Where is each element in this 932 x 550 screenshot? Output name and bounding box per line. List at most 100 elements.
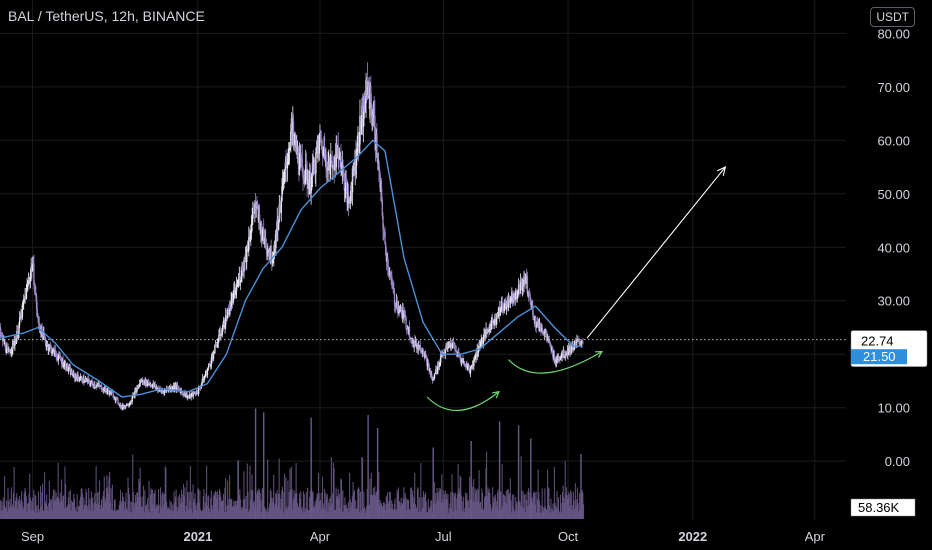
volume-bar bbox=[204, 508, 206, 519]
candle-body bbox=[361, 105, 364, 128]
volume-bar bbox=[505, 490, 507, 519]
volume-bar bbox=[207, 496, 209, 519]
volume-bar bbox=[542, 510, 545, 519]
candle-body bbox=[539, 323, 541, 329]
volume-bar bbox=[340, 479, 343, 519]
candle-body bbox=[258, 214, 261, 222]
volume-bar bbox=[199, 509, 202, 519]
currency-selector[interactable]: USDT bbox=[870, 7, 915, 27]
volume-bar bbox=[42, 483, 44, 519]
volume-bar bbox=[245, 495, 247, 519]
volume-bar bbox=[225, 478, 227, 519]
candle-body bbox=[235, 285, 238, 292]
candle-body bbox=[471, 365, 473, 367]
volume-bar bbox=[37, 491, 40, 519]
candle-body bbox=[251, 219, 253, 224]
volume-bar bbox=[235, 505, 238, 519]
volume-bar bbox=[86, 505, 88, 519]
volume-bar bbox=[559, 512, 561, 519]
volume-bar bbox=[134, 495, 136, 519]
volume-bar bbox=[345, 506, 347, 519]
volume-bar bbox=[166, 501, 168, 519]
candle-body bbox=[576, 340, 579, 342]
volume-bar bbox=[311, 493, 313, 519]
volume-bar bbox=[62, 495, 64, 519]
volume-bar bbox=[268, 507, 270, 519]
volume-bar bbox=[559, 494, 562, 519]
volume-bar bbox=[296, 492, 298, 519]
volume-bar bbox=[144, 490, 146, 519]
volume-bar bbox=[334, 510, 336, 519]
volume-bar bbox=[72, 501, 74, 519]
volume-bar bbox=[547, 469, 549, 519]
volume-bar bbox=[109, 503, 111, 519]
volume-spike bbox=[376, 428, 379, 519]
volume-bar bbox=[347, 509, 349, 519]
candle-body bbox=[532, 305, 534, 317]
candle-body bbox=[71, 370, 73, 375]
candle-body bbox=[389, 272, 392, 276]
volume-bar bbox=[217, 494, 219, 519]
candle-body bbox=[357, 133, 360, 147]
candle-body bbox=[128, 405, 130, 407]
volume-bar bbox=[151, 490, 153, 519]
volume-bar bbox=[160, 507, 162, 519]
volume-bar bbox=[304, 511, 306, 519]
candle-body bbox=[404, 314, 407, 317]
volume-bar bbox=[213, 492, 215, 519]
volume-bar bbox=[446, 499, 448, 519]
volume-bar bbox=[364, 512, 366, 519]
volume-bar bbox=[387, 492, 389, 519]
volume-bar bbox=[576, 487, 578, 519]
candle-body bbox=[201, 382, 203, 385]
volume-bar bbox=[460, 495, 463, 519]
volume-bar bbox=[479, 501, 482, 519]
candle-body bbox=[513, 297, 515, 299]
volume-bar bbox=[16, 493, 18, 519]
volume-bar bbox=[251, 474, 253, 519]
candle-body bbox=[403, 312, 405, 318]
volume-bar bbox=[554, 502, 556, 519]
volume-bar bbox=[52, 489, 54, 519]
volume-bar bbox=[112, 509, 114, 519]
candle-body bbox=[441, 354, 444, 356]
candle-body bbox=[288, 150, 290, 159]
volume-bar bbox=[145, 505, 147, 519]
volume-bar bbox=[318, 501, 320, 519]
volume-bar bbox=[393, 509, 395, 519]
rounding-bottom-curve bbox=[507, 351, 603, 374]
candle-body bbox=[419, 344, 421, 351]
volume-bar bbox=[95, 465, 97, 519]
candle-body bbox=[51, 352, 53, 354]
volume-bar bbox=[32, 509, 34, 519]
volume-bar bbox=[426, 512, 428, 519]
volume-bar bbox=[549, 505, 551, 519]
candle-body bbox=[467, 365, 469, 370]
candle-body bbox=[136, 388, 138, 392]
volume-bar bbox=[21, 501, 23, 519]
volume-bar bbox=[481, 488, 483, 519]
volume-bar bbox=[223, 512, 225, 519]
volume-bar bbox=[147, 509, 149, 519]
volume-bar bbox=[116, 509, 118, 519]
volume-bar bbox=[58, 498, 60, 519]
volume-bar bbox=[23, 493, 25, 519]
volume-bar bbox=[279, 509, 282, 519]
volume-bar bbox=[475, 490, 477, 519]
volume-bar bbox=[92, 510, 94, 519]
volume-bar bbox=[551, 508, 553, 519]
volume-bar bbox=[572, 505, 574, 519]
candle-body bbox=[12, 340, 14, 350]
volume-bar bbox=[259, 493, 261, 519]
candle-body bbox=[252, 211, 254, 220]
volume-bar bbox=[522, 491, 524, 519]
candle-body bbox=[265, 248, 268, 250]
volume-bar bbox=[246, 463, 248, 519]
candle-body bbox=[425, 354, 428, 358]
volume-bar bbox=[468, 507, 470, 519]
candle-body bbox=[262, 227, 265, 239]
volume-bar bbox=[404, 499, 406, 519]
volume-bar bbox=[303, 491, 305, 519]
volume-bar bbox=[567, 499, 569, 519]
